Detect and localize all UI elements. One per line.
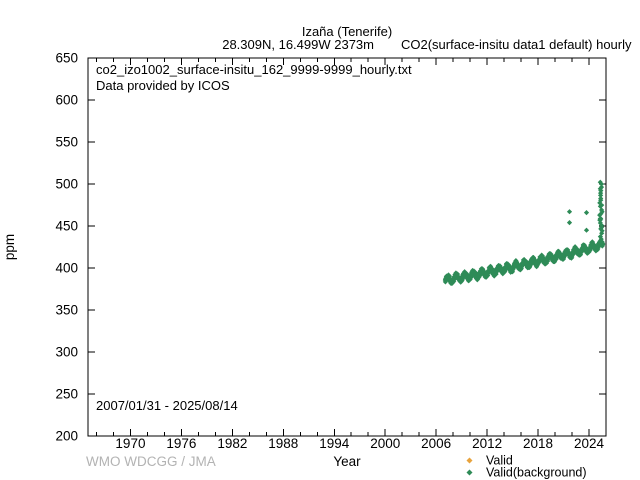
tick-label: 1982 xyxy=(217,436,247,451)
tick-label: 450 xyxy=(55,219,78,234)
tick-label: 400 xyxy=(55,261,78,276)
chart-title: Izaña (Tenerife) xyxy=(302,24,392,39)
tick-label: 350 xyxy=(55,303,78,318)
tick-label: 550 xyxy=(55,135,78,150)
dataset-descriptor-label: CO2(surface-insitu data1 default) hourly xyxy=(401,37,632,52)
data-provider-label: Data provided by ICOS xyxy=(96,78,230,93)
tick-label: 2006 xyxy=(421,436,451,451)
tick-label: 600 xyxy=(55,93,78,108)
wdcgg-watermark: WMO WDCGG / JMA xyxy=(86,454,216,469)
tick-label: 500 xyxy=(55,177,78,192)
tick-label: 2024 xyxy=(574,436,605,451)
valid-background-diamond-icon xyxy=(466,469,473,476)
data-points-layer xyxy=(442,179,606,286)
data-filename-label: co2_izo1002_surface-insitu_162_9999-9999… xyxy=(96,62,412,77)
axes-and-ticks xyxy=(87,57,607,437)
legend-label-valid: Valid xyxy=(486,454,513,468)
tick-label: 2012 xyxy=(472,436,502,451)
tick-label: 300 xyxy=(55,345,78,360)
tick-label: 250 xyxy=(55,387,78,402)
y-axis-title: ppm xyxy=(2,234,17,260)
legend: Valid Valid(background) xyxy=(466,454,587,480)
valid-background-scatter-points xyxy=(442,179,606,286)
tick-label: 650 xyxy=(55,51,78,66)
tick-label: 1994 xyxy=(319,436,350,451)
tick-label: 1970 xyxy=(115,436,145,451)
legend-label-valid-background: Valid(background) xyxy=(486,466,587,480)
valid-diamond-icon xyxy=(466,457,473,464)
tick-label: 1976 xyxy=(166,436,196,451)
x-axis-title: Year xyxy=(333,454,361,469)
tick-label: 200 xyxy=(55,429,78,444)
tick-label: 2000 xyxy=(370,436,400,451)
tick-labels: 200 250 300 350 400 450 500 550 600 650 1970 1976 19… xyxy=(55,51,604,452)
tick-label: 2018 xyxy=(523,436,553,451)
station-coordinates-label: 28.309N, 16.499W 2373m xyxy=(222,37,374,52)
data-period-label: 2007/01/31 - 2025/08/14 xyxy=(96,398,238,413)
tick-label: 1988 xyxy=(268,436,298,451)
